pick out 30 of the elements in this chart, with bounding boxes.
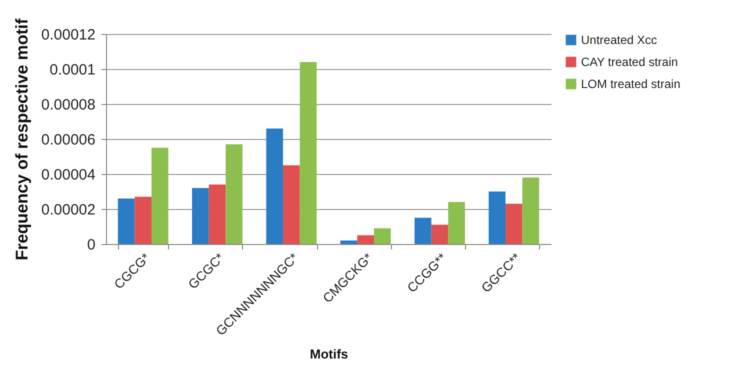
legend-label: LOM treated strain [581,77,680,91]
bar [118,198,135,244]
bar [374,228,391,244]
y-tick-label: 0.00012 [41,26,96,44]
y-tick-label: 0.00006 [41,132,96,148]
legend-label: Untreated Xcc [581,33,658,47]
bar [506,204,522,244]
y-tick-label: 0 [87,236,96,254]
bar [522,178,540,244]
bar [192,188,209,244]
y-tick-label: 0.0001 [50,62,96,78]
y-tick-label: 0.00002 [41,202,96,218]
y-tick-label: 0.00008 [41,96,96,114]
x-axis-title: Motifs [310,346,348,362]
bar [488,192,506,244]
bar [266,128,284,244]
bar [134,196,152,244]
bar [151,148,168,244]
y-axis-title: Frequency of respective motif [12,18,32,260]
bar [414,218,432,244]
bar [226,144,242,244]
bar [283,165,300,244]
bar [357,235,374,244]
bar [448,202,465,244]
y-tick-label: 0.00004 [41,166,96,184]
legend-label: CAY treated strain [581,55,678,69]
bar [208,184,226,244]
bar [300,62,317,244]
bar [340,240,358,244]
bar [431,224,448,244]
